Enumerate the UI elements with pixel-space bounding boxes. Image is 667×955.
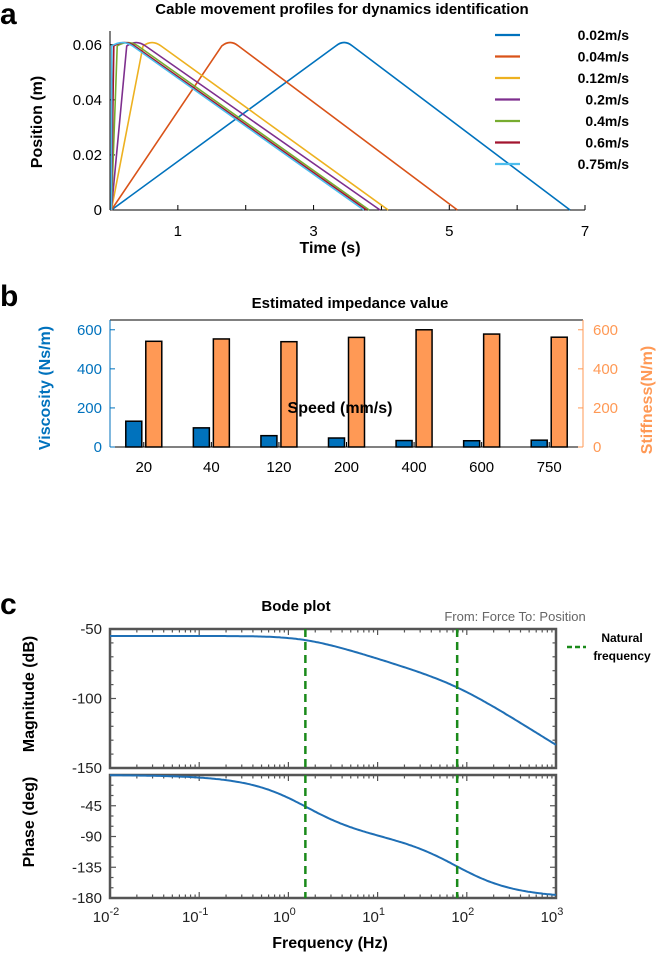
panel-letter-c: c: [0, 588, 17, 621]
chart-a-legend-label: 0.4m/s: [585, 113, 629, 129]
chart-a-xtick-label: 5: [445, 223, 453, 240]
chart-c-phase-frame: [108, 773, 558, 900]
chart-b-xtick-label: 40: [203, 459, 220, 476]
chart-c-magnitude-curve: [110, 635, 557, 746]
chart-b-ytick-label-right: 0: [593, 439, 601, 456]
chart-b-bar-viscosity-600: [462, 439, 481, 448]
chart-c-mag-ytick-label: -100: [72, 691, 102, 708]
chart-b-ylabel-right: Stiffness(N/m): [639, 346, 656, 454]
chart-b-xtick-label: 600: [469, 459, 494, 476]
chart-c-phase-curve: [110, 774, 557, 896]
chart-a-ytick-label: 0.04: [73, 92, 102, 109]
chart-c-xtick-label: 10-1: [182, 906, 208, 926]
chart-b-bar-viscosity-20: [125, 420, 143, 448]
panel-letter-b: b: [0, 280, 18, 313]
chart-c-title: Bode plot: [261, 598, 330, 615]
chart-a-series-line-0.12m/s: [110, 41, 389, 211]
chart-b-xtick-label: 400: [402, 459, 427, 476]
chart-a-ytick-label: 0.02: [73, 147, 102, 164]
chart-a-title: Cable movement profiles for dynamics ide…: [155, 1, 528, 18]
chart-a-series-line-0.75m/s: [110, 41, 365, 211]
chart-c-phase-ylabel: Phase (deg): [21, 777, 38, 868]
chart-c-xtick-label: 101: [362, 906, 385, 926]
chart-a-legend-label: 0.6m/s: [585, 135, 629, 151]
chart-c-plot-area: -150 -100 -50 -180 -135 -90 -45 10-2 10-1 100 101 1…: [72, 621, 563, 926]
chart-c-mag-ytick-label: -50: [80, 621, 102, 638]
chart-a-xtick-label: 1: [174, 223, 182, 240]
chart-a-ytick-label: 0: [94, 202, 102, 219]
chart-c-mag-frame: [108, 627, 558, 770]
chart-c-xtick-label: 10-2: [93, 906, 119, 926]
chart-b-bar-stiffness-200: [347, 336, 366, 448]
chart-b-xtick-label: 200: [334, 459, 359, 476]
chart-b-plot-area: 0 0 200 200 400 400 600 600 20 40 120 200 400 600 750: [77, 319, 618, 476]
chart-a-xlabel: Time (s): [299, 240, 360, 257]
chart-b-bar-viscosity-200: [327, 437, 346, 448]
chart-a-legend-label: 0.04m/s: [578, 49, 630, 65]
chart-b-bar-viscosity-400: [395, 439, 413, 448]
chart-b-ytick-label-right: 200: [593, 400, 618, 417]
chart-a-xtick-label: 7: [581, 223, 589, 240]
chart-a-series-line-0.2m/s: [110, 41, 381, 211]
chart-c-legend-label: Natural frequency: [593, 631, 651, 663]
chart-a-ytick-label: 0.06: [73, 37, 102, 54]
chart-b-bar-stiffness-20: [145, 340, 163, 448]
chart-b-bar-stiffness-40: [212, 338, 231, 448]
chart-b-bar-stiffness-400: [415, 329, 433, 448]
chart-b-ytick-label-left: 200: [77, 400, 102, 417]
chart-b-xtick-label: 20: [135, 459, 152, 476]
chart-b-ytick-label-right: 400: [593, 361, 618, 378]
chart-a-series-line-0.04m/s: [110, 41, 458, 211]
chart-c-phase-ytick-label: -90: [80, 829, 102, 846]
chart-a-legend: 0.02m/s 0.04m/s 0.12m/s 0.2m/s 0.4m/s 0.6m/s 0…: [495, 27, 629, 172]
chart-b-ylabel-left: Viscosity (Ns/m): [37, 326, 54, 450]
chart-a-series-line-0.02m/s: [110, 41, 571, 211]
chart-b-ytick-label-right: 600: [593, 322, 618, 339]
chart-a-ylabel: Position (m): [29, 76, 46, 168]
chart-a-legend-label: 0.2m/s: [585, 92, 629, 108]
chart-b-bar-viscosity-750: [530, 439, 548, 448]
chart-c-phase-ytick-label: -135: [72, 859, 102, 876]
chart-c-xtick-label: 103: [541, 906, 564, 926]
chart-a-legend-label: 0.12m/s: [578, 70, 630, 86]
chart-c-xtick-label: 102: [451, 906, 474, 926]
chart-b-xtick-label: 750: [537, 459, 562, 476]
chart-c-annotation: From: Force To: Position: [444, 609, 585, 624]
chart-a-plot-area: 0 0.02 0.04 0.06 1 3 5 7: [73, 31, 589, 240]
chart-c-mag-ylabel: Magnitude (dB): [21, 636, 38, 752]
chart-b-bar-viscosity-120: [260, 434, 278, 448]
chart-b-bar-stiffness-600: [482, 333, 501, 448]
chart-b-bar-stiffness-120: [280, 340, 298, 448]
chart-b-xtick-label: 120: [266, 459, 291, 476]
chart-a-xtick-label: 3: [309, 223, 317, 240]
chart-c-legend: Natural frequency: [567, 631, 651, 663]
chart-b-xlabel: Speed (mm/s): [288, 400, 393, 417]
chart-b-ytick-label-left: 400: [77, 361, 102, 378]
chart-c-xtick-label: 100: [273, 906, 296, 926]
chart-b-title: Estimated impedance value: [252, 295, 449, 312]
chart-c-phase-ytick-label: -45: [80, 798, 102, 815]
panel-letter-a: a: [0, 0, 17, 31]
chart-c-mag-ytick-label: -150: [72, 760, 102, 777]
chart-a-legend-label: 0.02m/s: [578, 27, 630, 43]
chart-b-ytick-label-left: 0: [94, 439, 102, 456]
chart-c-xlabel: Frequency (Hz): [272, 935, 388, 952]
chart-a-legend-label: 0.75m/s: [578, 156, 630, 172]
chart-c-phase-ytick-label: -180: [72, 890, 102, 907]
chart-b-bar-viscosity-40: [192, 427, 211, 448]
chart-b-ytick-label-left: 600: [77, 322, 102, 339]
chart-b-bar-stiffness-750: [550, 336, 568, 448]
